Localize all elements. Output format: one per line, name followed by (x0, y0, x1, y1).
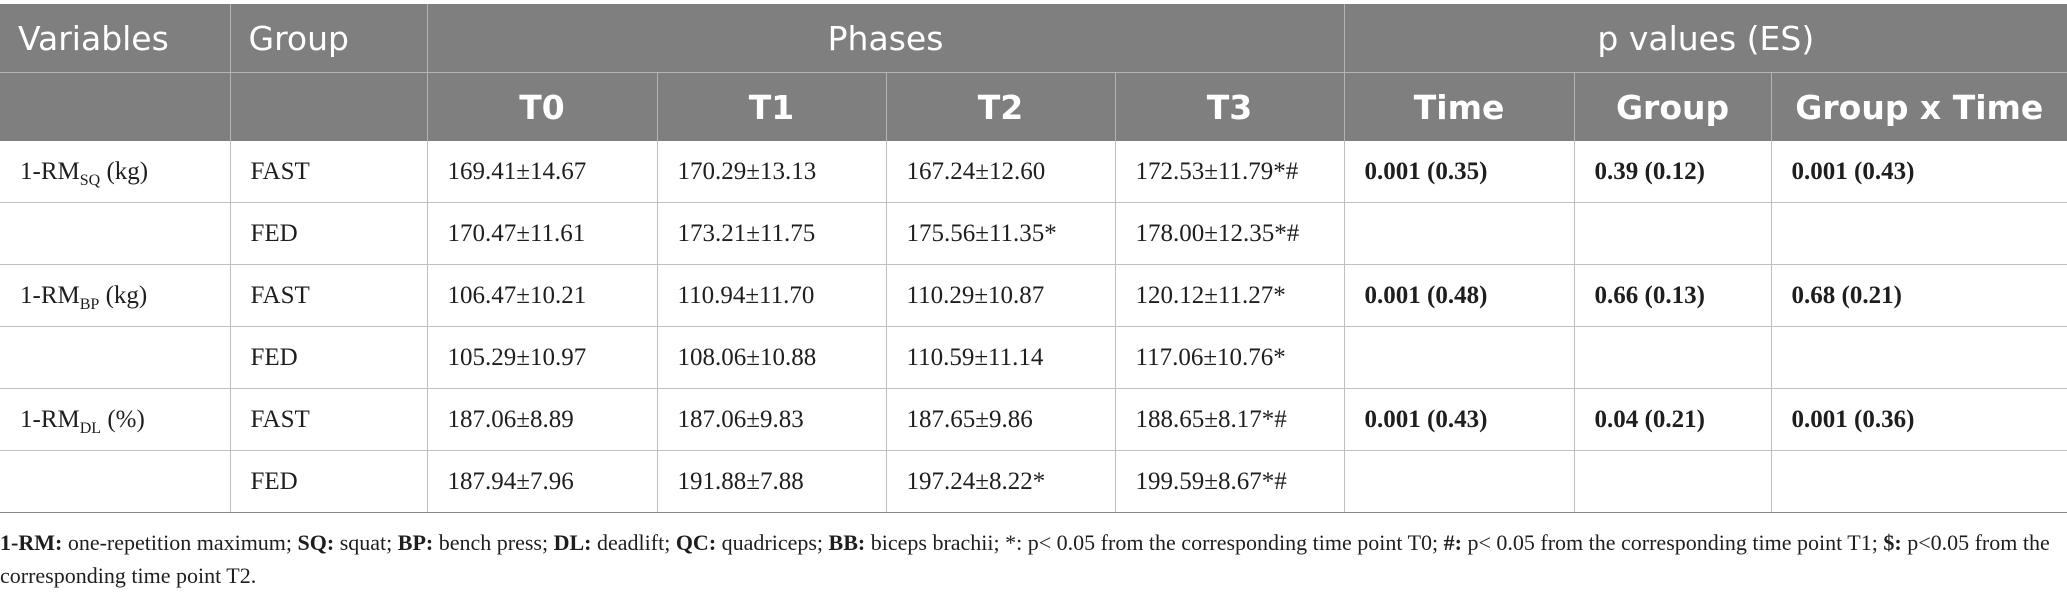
variable-cell: 1-RMSQ (kg) (0, 141, 230, 203)
header-phases: Phases (426, 4, 1345, 73)
group-cell: FAST (229, 264, 427, 327)
table-row: 1-RMBP (kg) FAST 106.47±10.21 110.94±11.… (0, 264, 2067, 327)
group-cell: FED (229, 202, 427, 265)
group-x-time-p-cell: 0.001 (0.43) (1770, 141, 2067, 203)
results-table-container: Variables Group Phases p values (ES) T0 … (0, 4, 2067, 513)
footnote-text: p<0.05 from the corresponding time point… (0, 530, 2050, 588)
t1-cell: 108.06±10.88 (656, 326, 886, 389)
time-p-cell (1343, 326, 1575, 389)
footnote-text: one-repetition maximum; (62, 530, 298, 555)
footnote-term: BB: (828, 530, 866, 555)
group-p-cell: 0.04 (0.21) (1573, 388, 1772, 451)
t1-cell: 170.29±13.13 (656, 141, 886, 203)
header-p-values: p values (ES) (1343, 4, 2067, 73)
variable-cell: 1-RMBP (kg) (0, 264, 230, 327)
footnote-text: *: p< 0.05 from the corresponding time p… (1005, 530, 1444, 555)
t0-cell: 187.94±7.96 (426, 450, 657, 513)
group-p-cell: 0.66 (0.13) (1573, 264, 1772, 327)
table-footnote: 1-RM: one-repetition maximum; SQ: squat;… (0, 526, 2060, 592)
t0-cell: 105.29±10.97 (426, 326, 657, 389)
group-p-cell (1573, 450, 1772, 513)
header-t0: T0 (426, 72, 657, 141)
variable-cell (0, 326, 230, 389)
t3-cell: 172.53±11.79*# (1114, 141, 1345, 203)
header-row-2: T0 T1 T2 T3 Time Group Group x Time (0, 72, 2067, 141)
footnote-term: $: (1883, 530, 1902, 555)
footnote-term: BP: (397, 530, 434, 555)
t2-cell: 197.24±8.22* (885, 450, 1115, 513)
footnote-term: 1-RM: (0, 530, 63, 555)
group-x-time-p-cell: 0.001 (0.36) (1770, 388, 2067, 451)
time-p-cell: 0.001 (0.43) (1343, 388, 1575, 451)
header-group: Group (229, 4, 427, 73)
header-t2: T2 (885, 72, 1115, 141)
table-row: 1-RMSQ (kg) FAST 169.41±14.67 170.29±13.… (0, 141, 2067, 203)
header-blank-group (229, 72, 427, 141)
t1-cell: 110.94±11.70 (656, 264, 886, 327)
group-x-time-p-cell (1770, 450, 2067, 513)
header-group-effect: Group (1573, 72, 1772, 141)
group-cell: FED (229, 326, 427, 389)
footnote-term: DL: (553, 530, 592, 555)
t2-cell: 110.59±11.14 (885, 326, 1115, 389)
t0-cell: 169.41±14.67 (426, 141, 657, 203)
group-cell: FAST (229, 388, 427, 451)
group-p-cell: 0.39 (0.12) (1573, 141, 1772, 203)
t2-cell: 167.24±12.60 (885, 141, 1115, 203)
header-row-1: Variables Group Phases p values (ES) (0, 4, 2067, 73)
group-x-time-p-cell: 0.68 (0.21) (1770, 264, 2067, 327)
header-t3: T3 (1114, 72, 1345, 141)
t2-cell: 175.56±11.35* (885, 202, 1115, 265)
variable-cell (0, 202, 230, 265)
t0-cell: 187.06±8.89 (426, 388, 657, 451)
header-t1: T1 (656, 72, 886, 141)
t3-cell: 199.59±8.67*# (1114, 450, 1345, 513)
header-blank-variables (0, 72, 230, 141)
table-row: FED 105.29±10.97 108.06±10.88 110.59±11.… (0, 326, 2067, 389)
t1-cell: 173.21±11.75 (656, 202, 886, 265)
t0-cell: 170.47±11.61 (426, 202, 657, 265)
header-time: Time (1343, 72, 1575, 141)
footnote-term: SQ: (297, 530, 335, 555)
group-p-cell (1573, 202, 1772, 265)
footnote-text: bench press; (433, 530, 554, 555)
table-row: FED 170.47±11.61 173.21±11.75 175.56±11.… (0, 202, 2067, 265)
footnote-term: QC: (675, 530, 717, 555)
t3-cell: 120.12±11.27* (1114, 264, 1345, 327)
group-x-time-p-cell (1770, 326, 2067, 389)
footnote-text: deadlift; (591, 530, 676, 555)
t0-cell: 106.47±10.21 (426, 264, 657, 327)
footnote-text: biceps brachii; (865, 530, 1006, 555)
variable-cell (0, 450, 230, 513)
table-row: 1-RMDL (%) FAST 187.06±8.89 187.06±9.83 … (0, 388, 2067, 451)
t3-cell: 178.00±12.35*# (1114, 202, 1345, 265)
header-group-x-time: Group x Time (1770, 72, 2067, 141)
footnote-text: p< 0.05 from the corresponding time poin… (1461, 530, 1884, 555)
t2-cell: 187.65±9.86 (885, 388, 1115, 451)
time-p-cell: 0.001 (0.35) (1343, 141, 1575, 203)
t1-cell: 187.06±9.83 (656, 388, 886, 451)
group-cell: FAST (229, 141, 427, 203)
footnote-text: quadriceps; (716, 530, 829, 555)
time-p-cell (1343, 450, 1575, 513)
time-p-cell: 0.001 (0.48) (1343, 264, 1575, 327)
variable-cell: 1-RMDL (%) (0, 388, 230, 451)
results-table: Variables Group Phases p values (ES) T0 … (0, 4, 2067, 513)
group-cell: FED (229, 450, 427, 513)
group-p-cell (1573, 326, 1772, 389)
header-variables: Variables (0, 4, 230, 73)
t3-cell: 188.65±8.17*# (1114, 388, 1345, 451)
footnote-term: #: (1443, 530, 1462, 555)
footnote-text: squat; (334, 530, 398, 555)
table-body: 1-RMSQ (kg) FAST 169.41±14.67 170.29±13.… (0, 141, 2067, 513)
time-p-cell (1343, 202, 1575, 265)
t2-cell: 110.29±10.87 (885, 264, 1115, 327)
t3-cell: 117.06±10.76* (1114, 326, 1345, 389)
table-row: FED 187.94±7.96 191.88±7.88 197.24±8.22*… (0, 450, 2067, 513)
t1-cell: 191.88±7.88 (656, 450, 886, 513)
group-x-time-p-cell (1770, 202, 2067, 265)
